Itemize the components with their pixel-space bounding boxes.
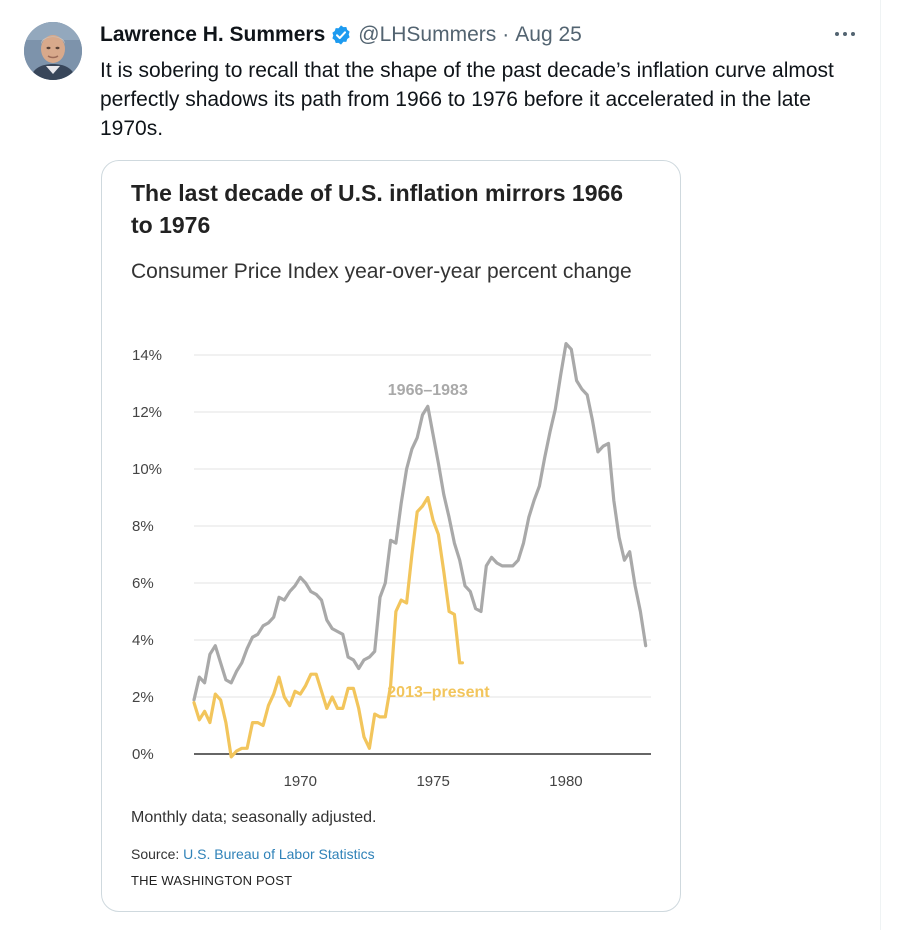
source-prefix: Source:	[131, 846, 180, 862]
y-tick-label: 8%	[132, 518, 154, 535]
tweet-header: Lawrence H. Summers @LHSummers · Aug 25	[100, 20, 582, 50]
y-tick-label: 6%	[132, 575, 154, 592]
avatar[interactable]	[24, 22, 82, 80]
series-label-2013-present: 2013–present	[387, 684, 490, 701]
series-line-1966-1983	[192, 342, 648, 702]
y-tick-label: 0%	[132, 746, 154, 763]
header-separator: ·	[502, 23, 510, 46]
y-tick-label: 14%	[132, 347, 162, 364]
avatar-photo	[24, 22, 82, 80]
verified-badge-icon[interactable]	[330, 24, 352, 46]
y-tick-label: 10%	[132, 461, 162, 478]
tweet-article[interactable]: Lawrence H. Summers @LHSummers · Aug 25 …	[0, 0, 880, 930]
tweet-date[interactable]: Aug 25	[515, 23, 582, 46]
y-tick-label: 4%	[132, 632, 154, 649]
author-name[interactable]: Lawrence H. Summers	[100, 23, 326, 46]
chart-note: Monthly data; seasonally adjusted.	[131, 809, 377, 826]
series-label-1966-1983: 1966–1983	[388, 382, 468, 399]
author-handle[interactable]: @LHSummers	[358, 23, 497, 46]
publisher-credit: THE WASHINGTON POST	[131, 873, 293, 888]
chart-image-card[interactable]: The last decade of U.S. inflation mirror…	[101, 160, 681, 912]
inflation-line-chart: 0% 2% 4% 6% 8% 10% 12% 14% 1970 1975 1980 1966–1983…	[132, 342, 651, 790]
x-tick-label: 1980	[549, 773, 582, 790]
y-tick-label: 12%	[132, 404, 162, 421]
tweet-text: It is sobering to recall that the shape …	[100, 59, 834, 140]
timeline-divider	[880, 0, 881, 930]
chart-source: Source: U.S. Bureau of Labor Statistics	[131, 846, 375, 862]
series-line-2013-present	[192, 495, 464, 759]
more-options-icon[interactable]	[832, 24, 858, 44]
x-tick-label: 1970	[284, 773, 317, 790]
source-link[interactable]: U.S. Bureau of Labor Statistics	[183, 846, 375, 862]
chart-subtitle: Consumer Price Index year-over-year perc…	[131, 260, 632, 283]
y-tick-label: 2%	[132, 689, 154, 706]
chart-title: The last decade of U.S. inflation mirror…	[131, 180, 624, 238]
x-tick-label: 1975	[416, 773, 449, 790]
